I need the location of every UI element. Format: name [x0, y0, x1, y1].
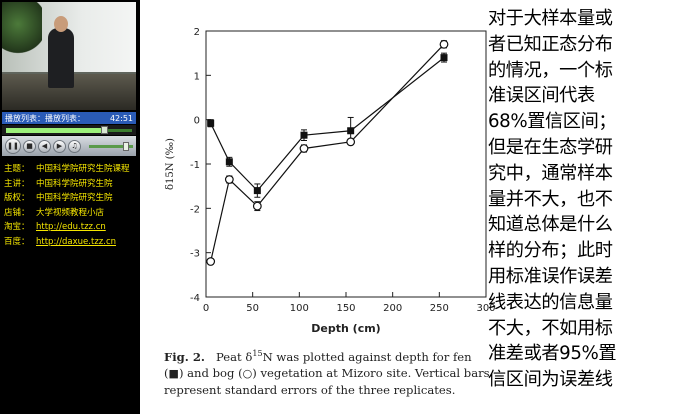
- info-link[interactable]: http://daxue.tzz.cn: [36, 236, 117, 247]
- x-tick-label: 200: [383, 303, 402, 314]
- caption-line-2: (■) and bog (○) vegetation at Mizoro sit…: [164, 365, 490, 380]
- info-row: 版权： 中国科学院研究生院: [4, 193, 136, 204]
- y-tick-label: 2: [194, 27, 200, 38]
- x-tick-label: 300: [476, 303, 495, 314]
- data-point-bog: [206, 257, 216, 266]
- x-axis-label: Depth (cm): [311, 322, 380, 335]
- info-row: 店铺： 大学视频教程小店: [4, 208, 136, 219]
- player-sidebar: 播放列表：播放列表： 42:51 ❚❚ ■ ◀ ▶ ♫ 主题： 中国科学院研究生院…: [0, 0, 138, 414]
- info-row: 主讲： 中国科学院研究生院: [4, 179, 136, 190]
- data-point-fen: [253, 187, 261, 195]
- y-tick-label: -2: [190, 204, 200, 215]
- pause-icon[interactable]: ❚❚: [5, 138, 21, 154]
- next-icon[interactable]: ▶: [53, 139, 66, 153]
- delta15n-chart: 0 50 100 150 200 250 300 -4 -3 -2 -1 0 1 2 Depth (cm) δ…: [165, 27, 496, 335]
- y-tick-label: 0: [194, 116, 200, 127]
- x-tick-label: 250: [430, 303, 449, 314]
- lecturer: [48, 28, 74, 88]
- info-key: 主题：: [4, 164, 30, 174]
- info-key: 百度：: [4, 236, 30, 247]
- y-tick-label: -1: [190, 160, 200, 171]
- data-point-bog: [346, 137, 356, 147]
- y-tick-label: -4: [190, 293, 200, 304]
- lecture-slide: 0 50 100 150 200 250 300 -4 -3 -2 -1 0 1 2 Depth (cm) δ…: [140, 0, 690, 414]
- y-tick-label: 1: [194, 71, 200, 82]
- info-value: 大学视频教程小店: [36, 207, 105, 218]
- caption-sup: 15: [252, 349, 263, 358]
- player-controls: ❚❚ ■ ◀ ▶ ♫: [2, 136, 136, 156]
- volume-thumb[interactable]: [123, 141, 130, 151]
- caption-text-1b: N was plotted against depth for fen: [262, 349, 472, 364]
- video-frame[interactable]: [2, 2, 136, 110]
- playlist-bar[interactable]: 播放列表：播放列表： 42:51: [2, 112, 136, 124]
- data-point-fen: [347, 127, 355, 135]
- time-display: 42:51: [109, 113, 133, 123]
- course-info: 主题： 中国科学院研究生院课程 主讲： 中国科学院研究生院 版权： 中国科学院研究生院 店铺…: [4, 164, 136, 251]
- data-point-fen: [225, 158, 233, 166]
- info-row: 百度： http://daxue.tzz.cn: [4, 237, 136, 248]
- seek-fill: [6, 128, 105, 133]
- data-point-bog: [224, 175, 234, 184]
- caption-line-3: represent standard errors of the three r…: [164, 382, 456, 397]
- info-value: 中国科学院研究生院: [36, 178, 113, 189]
- info-value: 中国科学院研究生院课程: [36, 164, 130, 174]
- info-value: 中国科学院研究生院: [36, 193, 113, 203]
- volume-slider[interactable]: [89, 141, 133, 151]
- caption-fig-label: Fig. 2.: [164, 349, 205, 364]
- data-point-fen: [300, 131, 308, 139]
- x-tick-label: 150: [336, 303, 355, 314]
- data-point-fen: [440, 54, 448, 62]
- fen-symbol: ■: [168, 366, 179, 380]
- plant: [2, 2, 42, 57]
- figure-caption: Fig. 2. Peat δ15N was plotted against de…: [164, 346, 524, 398]
- caption-text-2b: ) vegetation at Mizoro site. Vertical ba…: [252, 365, 490, 380]
- prev-icon[interactable]: ◀: [38, 139, 51, 153]
- y-tick-label: -3: [190, 249, 200, 260]
- data-point-bog: [299, 144, 309, 153]
- info-key: 淘宝：: [4, 222, 30, 232]
- x-tick-label: 0: [203, 303, 209, 314]
- info-row: 主题： 中国科学院研究生院课程: [4, 164, 136, 175]
- bog-symbol: ○: [242, 366, 253, 380]
- caption-text-2a: ) and bog (: [178, 365, 243, 380]
- info-key: 版权：: [4, 193, 30, 203]
- lecture-notes: 对于大样本量或 者已知正态分布 的情况，一个标 准误区间代表 68%置信区间； …: [488, 8, 617, 391]
- seek-thumb[interactable]: [101, 126, 109, 134]
- info-key: 主讲：: [4, 178, 30, 189]
- info-link[interactable]: http://edu.tzz.cn: [36, 222, 106, 232]
- caption-line-1: Fig. 2. Peat δ15N was plotted against de…: [164, 346, 524, 365]
- info-row: 淘宝： http://edu.tzz.cn: [4, 222, 136, 233]
- data-point-bog: [252, 201, 262, 211]
- caption-text-1a: Peat δ: [215, 349, 253, 364]
- x-tick-label: 50: [246, 303, 259, 314]
- data-point-fen: [207, 119, 215, 127]
- x-tick-label: 100: [290, 303, 309, 314]
- series-line-fen: [210, 57, 445, 192]
- playlist-label: 播放列表：播放列表：: [5, 113, 85, 123]
- stop-icon[interactable]: ■: [23, 139, 36, 153]
- y-axis-label: δ15N (‰): [165, 138, 176, 190]
- speaker-icon[interactable]: ♫: [68, 139, 81, 153]
- plot-frame: [205, 30, 487, 298]
- seek-bar[interactable]: [2, 125, 136, 135]
- lecturer-head: [54, 16, 68, 32]
- data-point-bog: [439, 39, 449, 49]
- info-key: 店铺：: [4, 207, 30, 218]
- series-line-bog: [210, 43, 445, 262]
